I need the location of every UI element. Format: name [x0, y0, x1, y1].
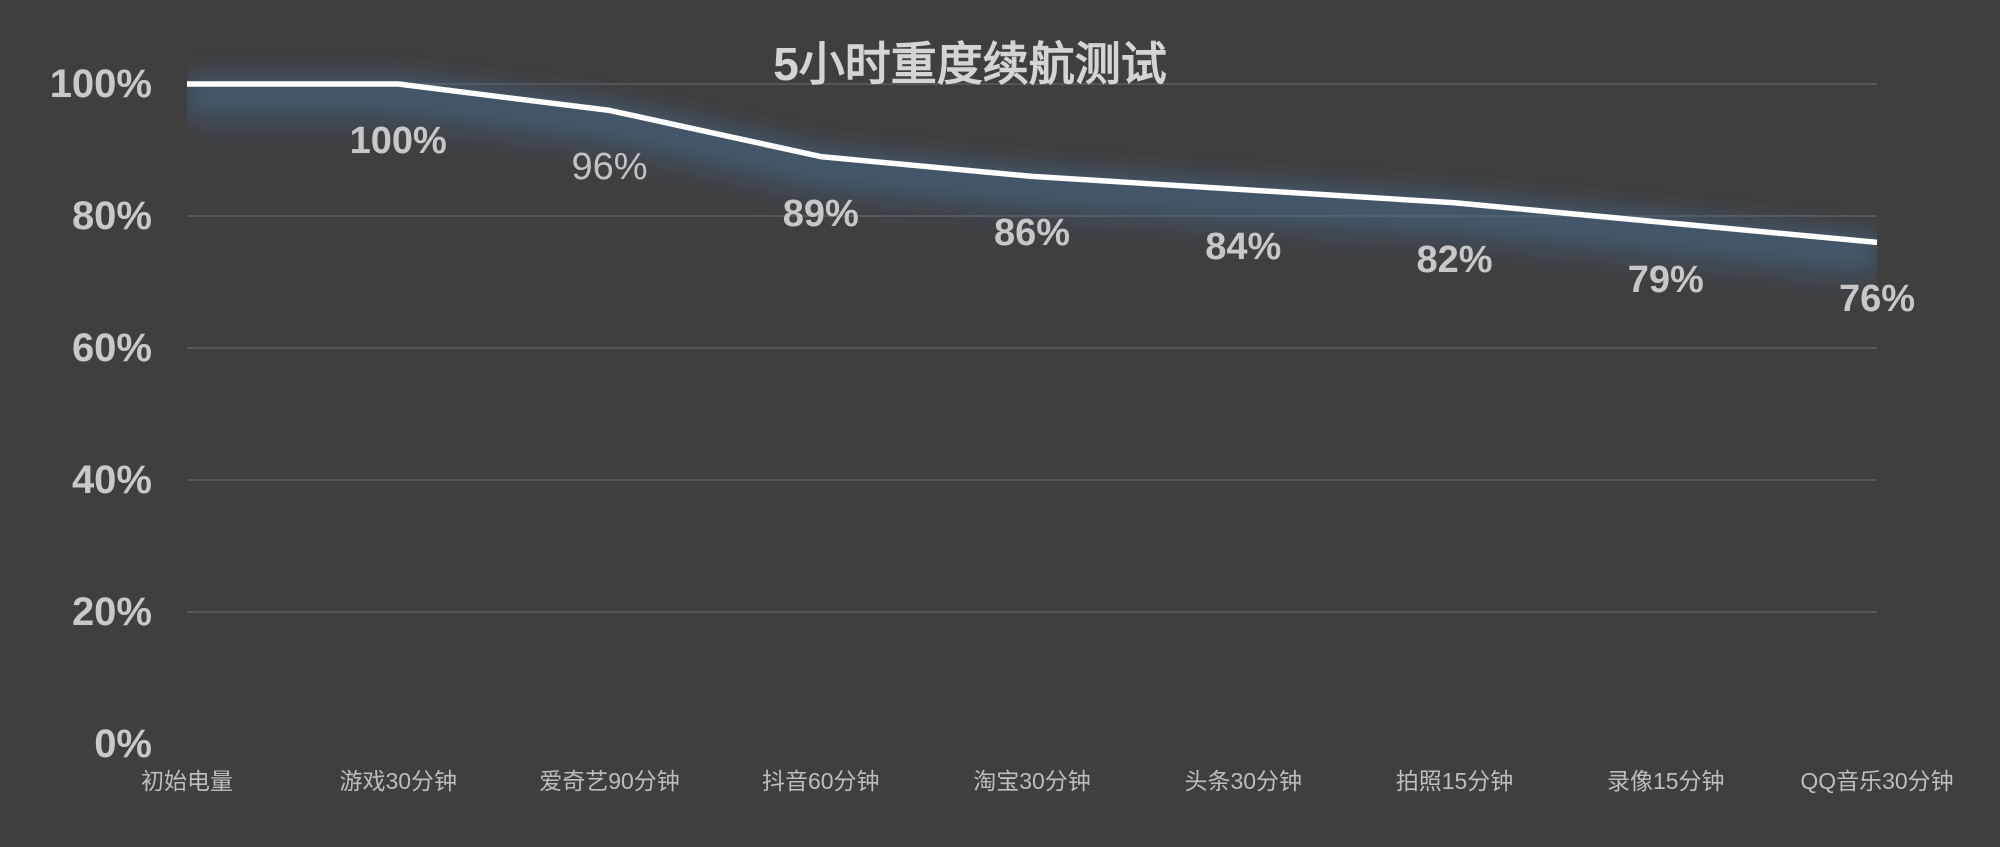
gridlines	[187, 83, 1877, 613]
x-axis-label: 初始电量	[141, 768, 233, 794]
x-axis-label: QQ音乐30分钟	[1800, 768, 1954, 794]
x-axis-label: 淘宝30分钟	[973, 768, 1091, 794]
y-tick-label: 40%	[71, 458, 152, 502]
x-axis-label: 录像15分钟	[1606, 768, 1725, 794]
data-label: 76%	[1838, 278, 1916, 321]
y-tick-label: 20%	[71, 590, 152, 634]
y-tick-label: 0%	[94, 722, 152, 766]
x-axis-label: 游戏30分钟	[339, 768, 458, 794]
y-tick-label: 60%	[71, 326, 152, 370]
data-label: 84%	[1205, 225, 1282, 268]
data-label: 100%	[349, 120, 447, 162]
x-axis-label: 拍照15分钟	[1395, 768, 1514, 794]
x-axis-label: 爱奇艺90分钟	[539, 768, 680, 794]
x-axis-label: 抖音60分钟	[761, 768, 880, 794]
data-label: 96%	[571, 146, 648, 189]
y-tick-label: 80%	[71, 194, 152, 238]
data-label: 79%	[1627, 258, 1704, 301]
y-tick-label: 100%	[49, 62, 152, 106]
chart-title: 5小时重度续航测试	[773, 38, 1167, 90]
battery-line-series	[187, 81, 1878, 246]
x-axis-label: 头条30分钟	[1184, 768, 1303, 794]
line-glow-inner	[187, 81, 1877, 266]
data-label: 82%	[1416, 238, 1493, 281]
data-label: 86%	[993, 212, 1071, 255]
data-label: 89%	[782, 192, 859, 235]
